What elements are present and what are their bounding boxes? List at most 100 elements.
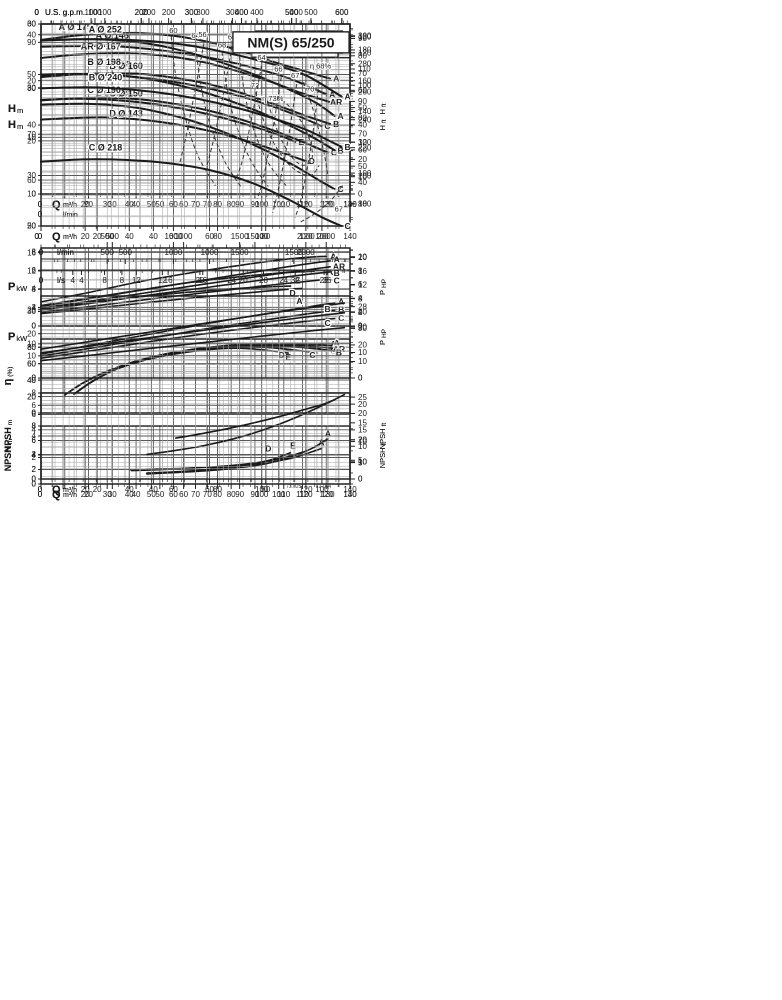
svg-text:500: 500 (304, 8, 318, 17)
svg-text:l/min: l/min (57, 248, 74, 257)
svg-text:NPSHft: NPSHft (378, 442, 388, 469)
svg-text:50: 50 (358, 103, 367, 112)
svg-text:20: 20 (358, 400, 367, 409)
svg-text:80: 80 (27, 343, 36, 352)
svg-text:180: 180 (358, 46, 372, 55)
svg-text:70: 70 (358, 69, 367, 78)
svg-text:80: 80 (213, 232, 222, 241)
svg-text:A: A (338, 296, 344, 306)
svg-text:100: 100 (358, 81, 372, 90)
svg-text:0: 0 (35, 8, 40, 17)
svg-text:100: 100 (315, 232, 329, 241)
svg-text:Q: Q (52, 489, 61, 501)
svg-text:70: 70 (203, 490, 212, 499)
svg-text:90: 90 (27, 38, 36, 47)
svg-text:80: 80 (27, 84, 36, 93)
svg-text:0: 0 (39, 248, 44, 257)
svg-text:1000: 1000 (175, 232, 193, 241)
svg-text:60: 60 (205, 485, 214, 494)
svg-text:400: 400 (250, 8, 264, 17)
svg-text:PkW: PkW (8, 331, 28, 343)
svg-text:Hm: Hm (8, 103, 23, 115)
svg-text:200: 200 (135, 8, 149, 17)
svg-text:0: 0 (38, 232, 43, 241)
svg-text:1500: 1500 (231, 232, 249, 241)
svg-text:D: D (290, 288, 296, 298)
svg-text:4: 4 (32, 285, 37, 294)
svg-text:0: 0 (39, 248, 44, 257)
svg-text:A Ø 252: A Ø 252 (89, 24, 122, 34)
svg-text:m³/h: m³/h (63, 234, 77, 241)
svg-text:24: 24 (279, 276, 288, 285)
svg-text:280: 280 (358, 59, 372, 68)
svg-text:500: 500 (119, 248, 133, 257)
svg-text:6: 6 (32, 410, 37, 419)
svg-text:0: 0 (35, 8, 40, 17)
svg-text:C: C (324, 318, 330, 328)
svg-text:68: 68 (218, 41, 226, 50)
svg-text:40: 40 (125, 485, 134, 494)
svg-text:η 68%: η 68% (310, 62, 332, 71)
svg-text:B: B (337, 145, 343, 155)
svg-text:m³/h: m³/h (63, 487, 77, 494)
svg-text:100: 100 (98, 8, 112, 17)
svg-text:20: 20 (93, 232, 102, 241)
svg-text:400: 400 (290, 8, 304, 17)
svg-text:6: 6 (32, 436, 37, 445)
svg-text:40: 40 (27, 121, 36, 130)
svg-text:0: 0 (38, 200, 43, 209)
svg-text:60: 60 (27, 20, 36, 29)
svg-text:0: 0 (32, 374, 37, 383)
svg-text:30: 30 (27, 171, 36, 180)
svg-text:B: B (345, 142, 351, 152)
svg-text:140: 140 (343, 232, 357, 241)
svg-text:67: 67 (335, 204, 343, 213)
svg-text:B: B (338, 305, 344, 315)
svg-text:8: 8 (358, 266, 363, 275)
svg-text:m³/h: m³/h (63, 492, 77, 499)
svg-text:20: 20 (27, 305, 36, 314)
svg-text:A: A (334, 338, 340, 348)
svg-text:8: 8 (32, 247, 37, 256)
svg-text:500: 500 (106, 232, 120, 241)
svg-text:C Ø 218: C Ø 218 (89, 143, 123, 153)
svg-text:100: 100 (315, 485, 329, 494)
svg-text:60: 60 (169, 232, 178, 241)
svg-text:60: 60 (228, 33, 236, 42)
svg-text:6: 6 (358, 280, 363, 289)
svg-text:0: 0 (32, 409, 37, 418)
svg-text:600: 600 (335, 8, 349, 17)
svg-text:C: C (334, 276, 340, 286)
svg-text:20: 20 (93, 485, 102, 494)
svg-text:20: 20 (27, 392, 36, 401)
svg-text:16: 16 (198, 276, 207, 285)
svg-text:m³/h: m³/h (63, 234, 77, 241)
svg-text:220: 220 (358, 143, 372, 152)
svg-text:D: D (265, 443, 271, 453)
svg-text:20: 20 (358, 409, 367, 418)
svg-text:50: 50 (27, 70, 36, 79)
svg-text:8: 8 (32, 422, 37, 431)
svg-text:100: 100 (84, 8, 98, 17)
svg-text:30: 30 (108, 490, 117, 499)
svg-text:Q: Q (52, 199, 61, 211)
svg-text:40: 40 (125, 490, 134, 499)
svg-text:m³/h: m³/h (63, 202, 77, 209)
svg-text:70: 70 (27, 130, 36, 139)
svg-text:2000: 2000 (297, 232, 315, 241)
svg-text:600: 600 (335, 8, 349, 17)
svg-text:0: 0 (32, 475, 37, 484)
svg-text:4: 4 (32, 303, 37, 312)
svg-text:80: 80 (358, 51, 367, 60)
svg-text:100: 100 (255, 232, 269, 241)
svg-text:100: 100 (272, 200, 286, 209)
svg-text:Hm: Hm (8, 103, 23, 115)
svg-text:12: 12 (27, 267, 36, 276)
svg-text:50: 50 (155, 200, 164, 209)
svg-text:8: 8 (32, 285, 37, 294)
svg-text:15: 15 (358, 426, 367, 435)
svg-text:1000: 1000 (165, 248, 183, 257)
svg-text:28: 28 (259, 276, 268, 285)
svg-text:l/s: l/s (57, 276, 65, 285)
